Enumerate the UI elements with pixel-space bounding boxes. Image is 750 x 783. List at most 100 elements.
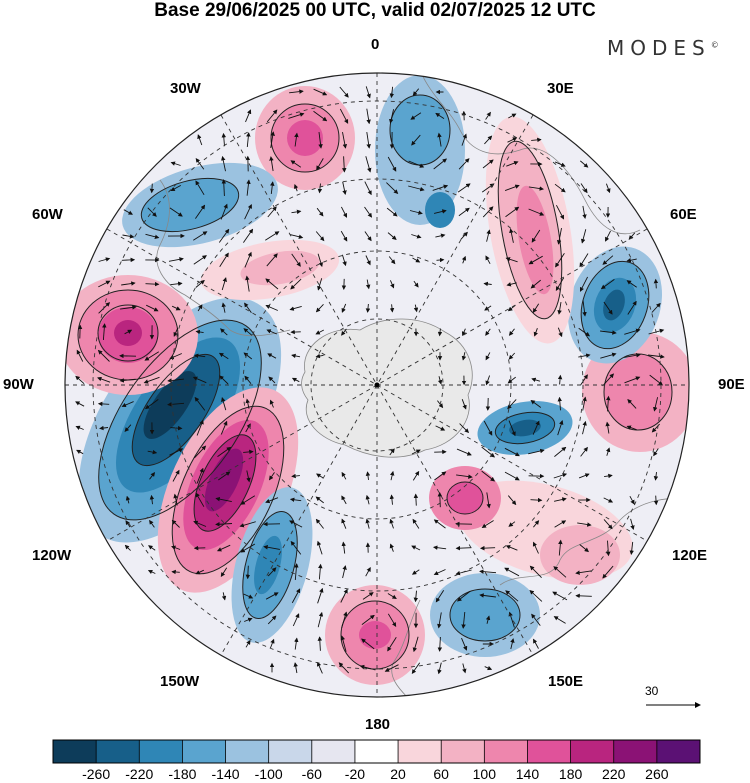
wind-arrow [167,402,185,407]
wind-arrow [457,183,471,193]
wind-arrow [389,86,395,99]
wind-arrow [384,664,399,672]
wind-arrow [218,471,231,481]
wind-arrow [220,567,228,578]
wind-arrow [485,328,491,336]
wind-arrow [291,377,300,383]
wind-arrow [316,207,324,217]
wind-arrow [365,567,371,577]
colorbar-swatch [527,740,571,763]
wind-arrow [146,304,159,312]
colorbar-swatch [613,740,658,763]
wind-arrow [292,613,300,627]
wind-arrow [267,615,277,625]
wind-arrow [556,204,565,220]
wind-arrow [195,180,205,196]
wind-arrow [317,587,324,604]
lon-label-120e: 120E [672,547,708,564]
wind-arrow [75,401,85,407]
colorbar-swatch [225,740,269,763]
wind-arrow [365,471,371,480]
wind-arrow [288,112,305,119]
wind-arrow [575,593,592,599]
wind-arrow [606,540,611,557]
wind-arrow [484,665,493,671]
wind-arrow [389,494,395,505]
wind-arrow [342,132,348,149]
wind-arrow [365,494,370,505]
wind-arrow [244,203,252,220]
colorbar-tick-label: 60 [433,766,449,782]
wind-arrow [505,545,518,551]
wind-arrow [553,616,566,624]
wind-arrow [341,611,348,628]
colorbar-tick-label: -140 [211,766,240,782]
wind-arrow [532,303,540,313]
wind-arrow [194,396,206,411]
wind-arrow [533,638,539,649]
wind-arrow [435,112,445,119]
wind-arrow [269,638,275,649]
lon-label-60w: 60W [32,206,63,223]
wind-arrow [579,544,589,553]
wind-arrow [269,156,274,172]
wind-arrow [505,257,518,263]
wind-arrow [459,423,470,434]
wind-arrow [341,254,347,267]
wind-arrow [485,255,491,265]
wind-arrow [75,425,84,430]
wind-arrow [460,231,468,240]
lon-label-90w: 90W [3,376,34,393]
wind-arrow [364,206,373,218]
wind-arrow [218,352,229,360]
wind-arrow [221,132,227,147]
wind-arrow [147,207,157,217]
wind-arrow [197,304,203,312]
colorbar-tick-label: -100 [254,766,283,782]
wind-arrow [341,541,346,554]
wind-arrow [341,495,347,505]
wind-arrow [557,302,562,315]
wind-arrow [386,207,398,217]
wind-arrow [461,352,467,361]
wind-arrow [121,281,136,286]
wind-arrow [193,353,206,359]
wind-arrow [294,132,299,147]
wind-arrow [651,302,661,313]
wind-arrow [485,615,491,624]
wind-arrow [244,617,253,622]
colorbar-tick-label: -20 [344,766,366,782]
colorbar-swatch [354,740,399,763]
wind-arrow [624,328,641,335]
wind-arrow [124,424,132,432]
colorbar-tick-label: 140 [515,766,540,782]
wind-arrow [76,449,84,455]
wind-arrow [170,161,181,166]
wind-arrow [555,277,565,291]
wind-arrow [554,446,567,457]
wind-arrow [437,328,443,337]
wind-arrow [317,253,323,268]
colorbar-tick-label: -180 [168,766,197,782]
wind-arrow [76,349,84,362]
lon-label-120w: 120W [32,547,72,564]
wind-arrow [480,545,496,551]
colorbar-swatch [570,740,615,763]
wind-arrow [341,471,347,480]
wind-arrow [244,251,252,268]
wind-arrow [171,545,181,550]
wind-arrow [387,593,397,599]
colorbar-swatch [656,740,701,763]
wind-arrow [485,375,491,386]
wind-arrow [243,449,254,455]
wind-arrow [317,611,324,628]
wind-arrow [172,469,180,482]
wind-arrow [171,305,181,311]
wind-arrow [413,493,419,506]
wind-arrow [245,109,252,123]
wind-arrow [580,446,588,457]
wind-arrow [413,590,419,603]
wind-arrow [485,352,491,361]
colorbar-swatch [182,740,226,763]
wind-arrow [629,495,635,505]
